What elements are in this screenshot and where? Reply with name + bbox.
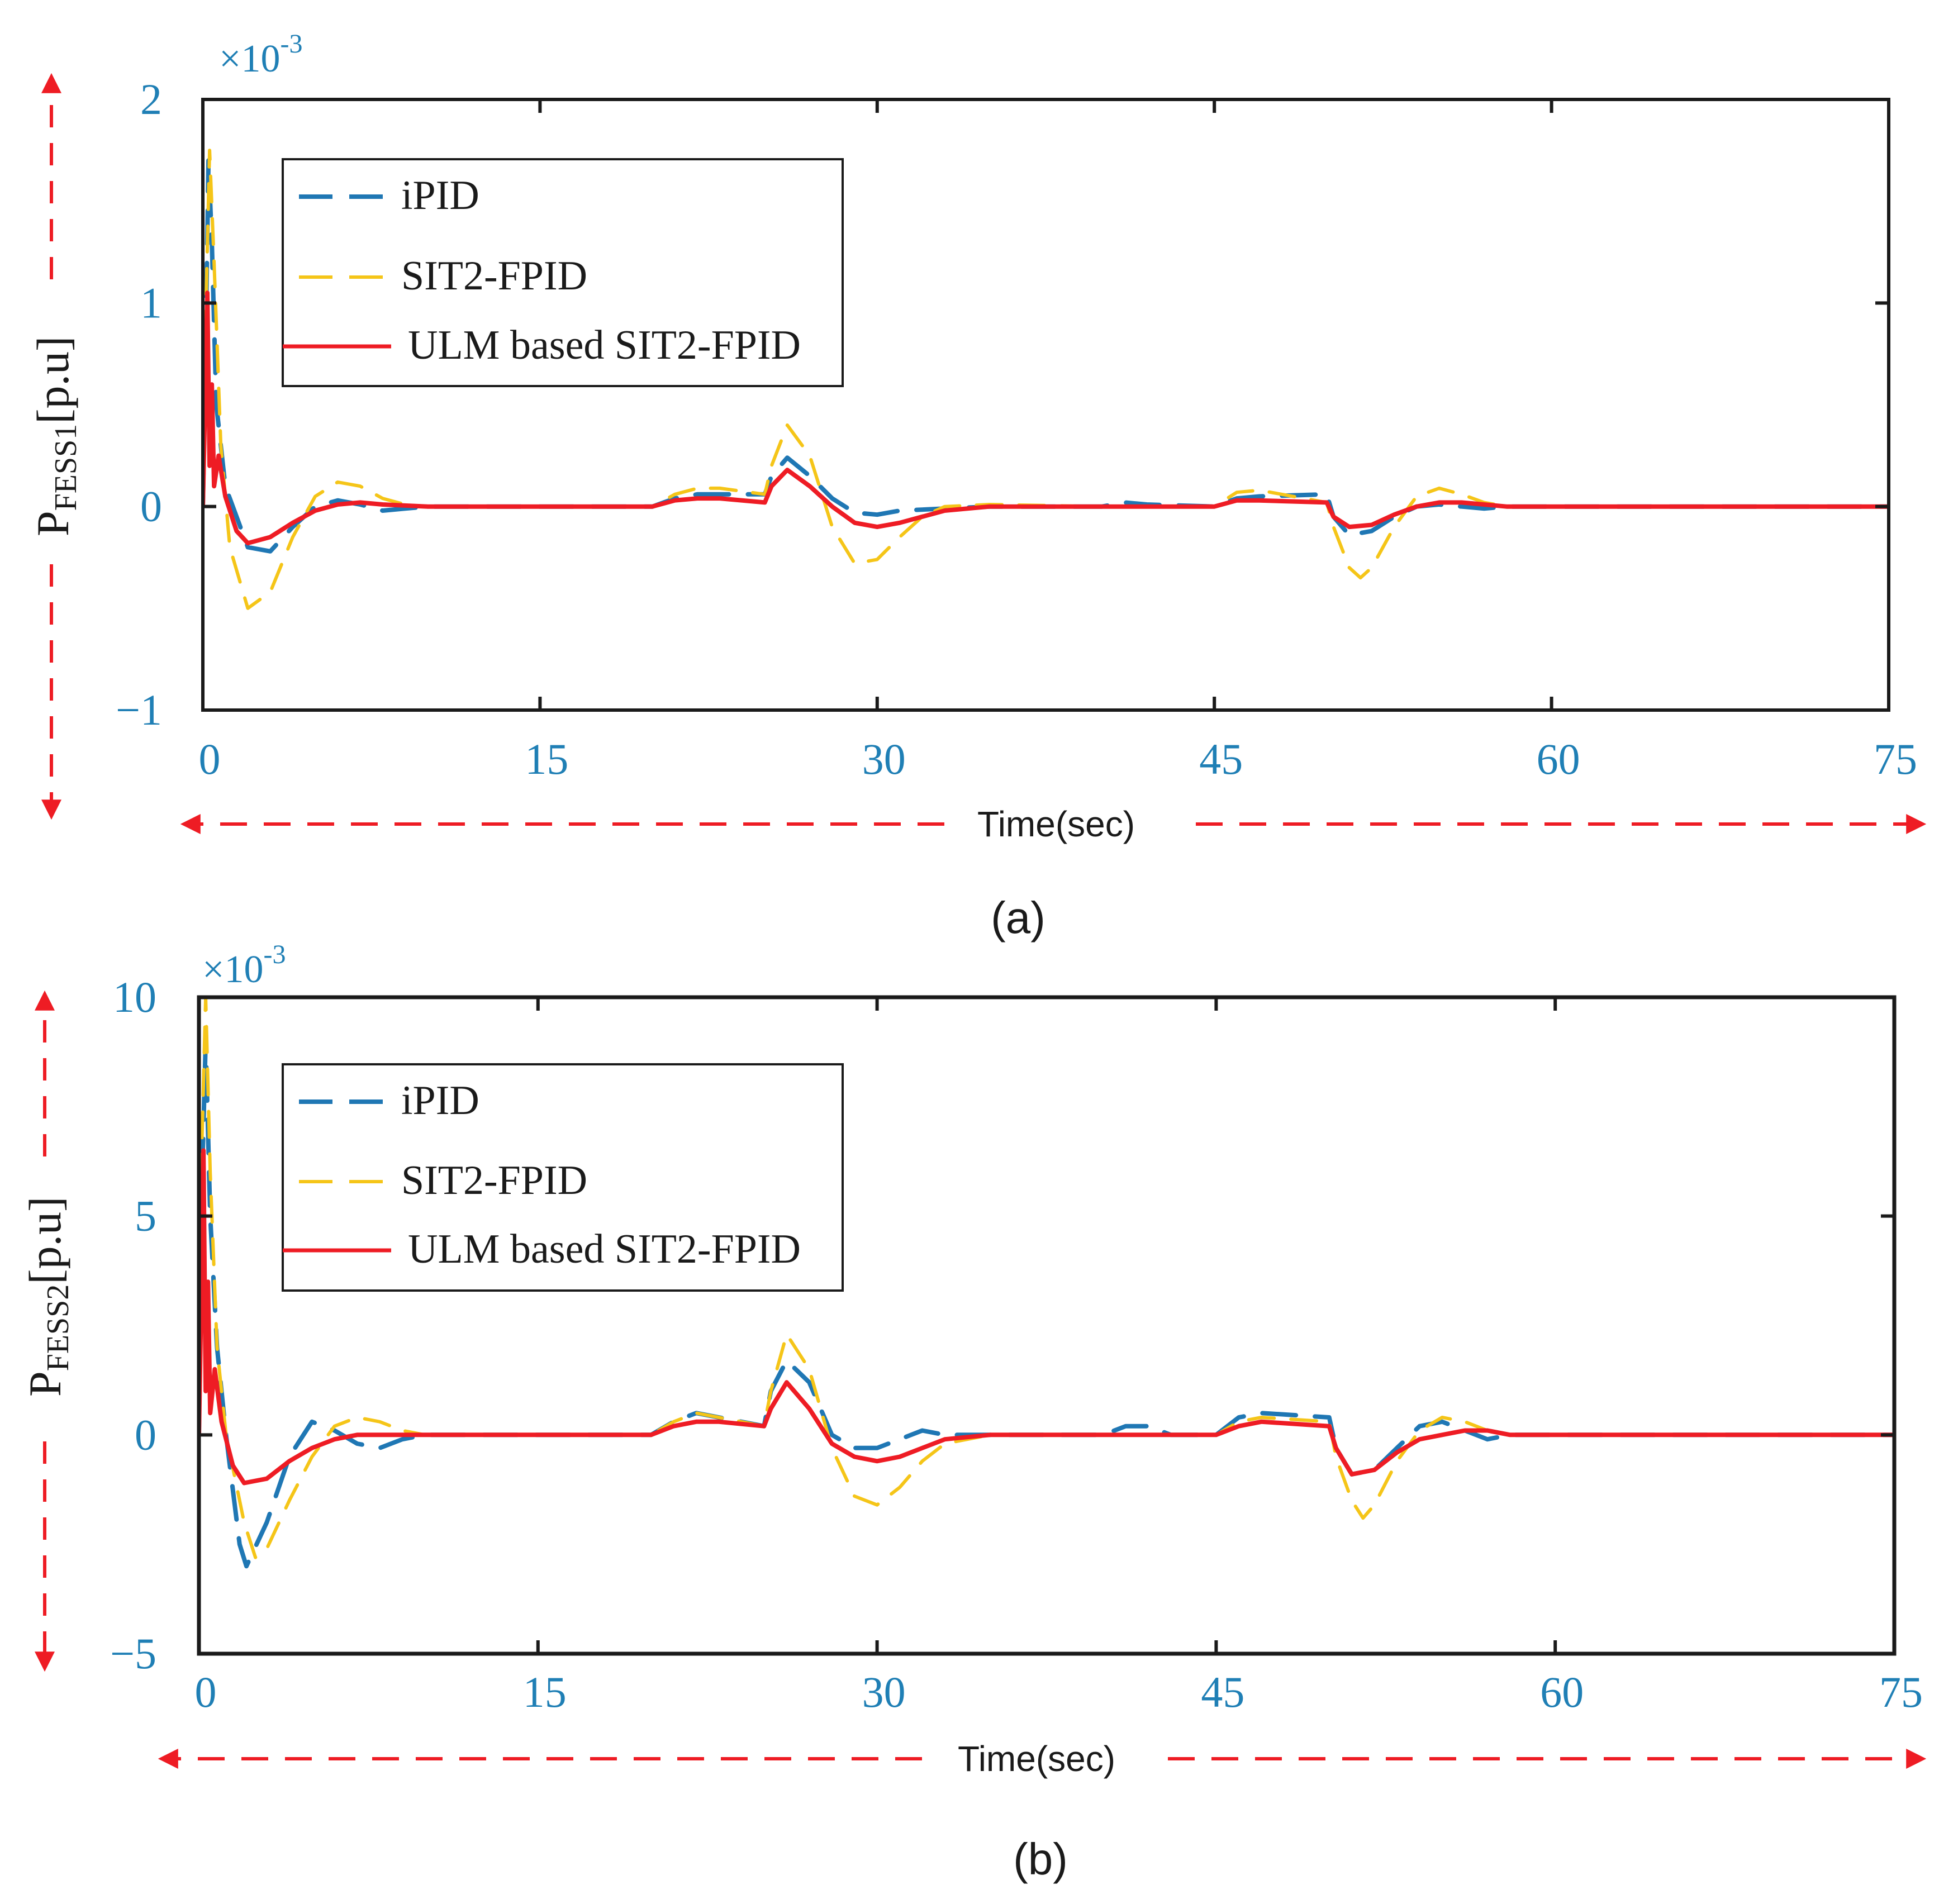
- panel-b-xtick-label: 15: [523, 1668, 567, 1716]
- panel-b-legend-label-sit2: SIT2-FPID: [401, 1158, 587, 1203]
- panel-a-xtick-label: 30: [862, 735, 906, 783]
- panel-a-xtick-label: 75: [1874, 735, 1917, 783]
- panel-b-legend-label-ipid: iPID: [401, 1078, 479, 1124]
- panel-a-xtick-label: 15: [525, 735, 568, 783]
- panel-a-legend: iPID SIT2-FPID ULM based SIT2-FPID: [282, 158, 844, 387]
- panel-b-ytick-label: −5: [110, 1629, 156, 1678]
- panel-a-legend-label-ipid: iPID: [401, 173, 479, 218]
- panel-a-series-layer: [203, 149, 1889, 610]
- panel-b-y-label: PFESS2[p.u]: [20, 1197, 75, 1397]
- panel-a-x-label: Time(sec): [977, 804, 1135, 844]
- panel-b-xtick-label: 30: [862, 1668, 906, 1716]
- panel-b-legend-label-ulm: ULM based SIT2-FPID: [408, 1226, 801, 1272]
- panel-b-x-label: Time(sec): [958, 1739, 1115, 1779]
- panel-b-series-ulm: [199, 1148, 1894, 1486]
- panel-b-series-layer: [199, 997, 1894, 1569]
- panel-a-y-label-sub: FESS1: [49, 424, 83, 511]
- panel-b-y-multiplier-exp: -3: [263, 940, 286, 969]
- panel-a-series-ipid: [203, 158, 1889, 554]
- panel-b-legend: iPID SIT2-FPID ULM based SIT2-FPID: [282, 1063, 844, 1292]
- panel-a-ytick-label: −1: [116, 686, 162, 734]
- panel-a: 0 15 30 45 60 75 −1 0 1 2 ×10-3 iPID SIT2-FPID UL…: [27, 29, 1927, 943]
- panel-a-legend-label-sit2: SIT2-FPID: [401, 253, 587, 299]
- panel-b-y-label-sub: FESS2: [41, 1284, 75, 1372]
- panel-a-series-ulm: [203, 291, 1889, 546]
- panel-b-ytick-label: 0: [135, 1410, 156, 1459]
- panel-b-ytick-label: 5: [135, 1192, 156, 1240]
- panel-b-xtick-label: 0: [195, 1668, 217, 1716]
- panel-b-ticks: 0 15 30 45 60 75 −5 0 5 10: [110, 973, 1923, 1716]
- panel-b-ytick-label: 10: [113, 973, 156, 1021]
- panel-a-caption: (a): [991, 893, 1045, 943]
- panel-a-ytick-label: 1: [140, 278, 162, 327]
- panel-b-xtick-label: 60: [1540, 1668, 1584, 1716]
- panel-b-series-sit2: [199, 997, 1894, 1559]
- panel-a-axes-frame: [201, 98, 1890, 712]
- panel-b-caption: (b): [1013, 1834, 1068, 1884]
- panel-a-y-label-main: P: [27, 511, 78, 536]
- panel-a-xtick-label: 0: [199, 735, 221, 783]
- panel-a-y-label: PFESS1[p.u]: [27, 336, 83, 536]
- panel-b-axes-frame: [197, 995, 1897, 1656]
- panel-a-y-multiplier-exp: -3: [280, 29, 302, 59]
- panel-b-xtick-label: 75: [1879, 1668, 1923, 1716]
- panel-a-ytick-label: 2: [140, 75, 162, 123]
- panel-b-y-multiplier: ×10-3: [202, 940, 286, 991]
- panel-a-y-multiplier-base: ×10: [219, 37, 280, 80]
- panel-a-y-multiplier: ×10-3: [219, 29, 302, 80]
- panel-a-y-label-unit: [p.u]: [27, 336, 78, 424]
- panel-b-y-label-main: P: [20, 1371, 70, 1397]
- panel-a-series-sit2: [203, 149, 1889, 610]
- panel-b-xtick-label: 45: [1201, 1668, 1244, 1716]
- panel-b-y-multiplier-base: ×10: [202, 948, 263, 991]
- panel-a-xtick-label: 45: [1199, 735, 1243, 783]
- panel-b: 0 15 30 45 60 75 −5 0 5 10 ×10-3 iPID SIT2-FPID U…: [20, 940, 1927, 1884]
- panel-a-ytick-label: 0: [140, 482, 162, 531]
- panel-a-xtick-label: 60: [1537, 735, 1580, 783]
- panel-b-y-label-unit: [p.u]: [20, 1197, 70, 1284]
- panel-a-legend-label-ulm: ULM based SIT2-FPID: [408, 322, 801, 368]
- panel-a-ticks: 0 15 30 45 60 75 −1 0 1 2: [116, 75, 1917, 783]
